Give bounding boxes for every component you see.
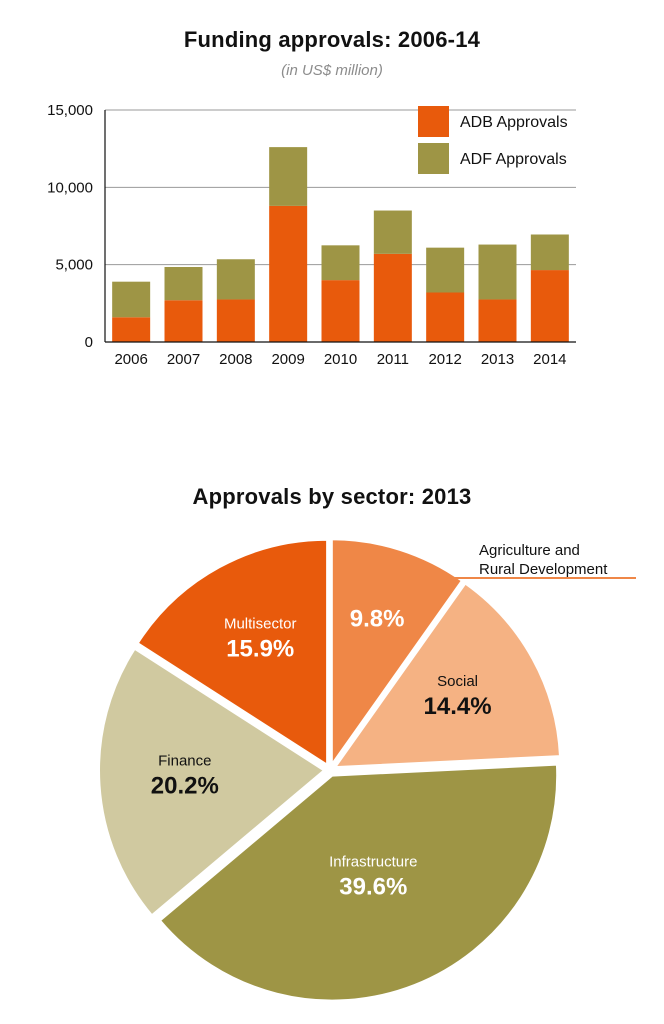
pie-slice-agriculture (330, 538, 464, 768)
bar-adf-approvals (373, 210, 412, 254)
bar-chart: 0 5,000 10,000 15,000 2006 2007 2008 2009 2010 20… (47, 102, 576, 368)
pie-pct-label: 14.4% (424, 693, 492, 720)
bar-adb-approvals (216, 299, 255, 342)
bar-adb-approvals (478, 299, 517, 342)
legend-label: ADF Approvals (460, 151, 567, 168)
pie-slice-label: Infrastructure (329, 853, 417, 870)
pie-pct-label: 15.9% (226, 635, 294, 662)
bar-adf-approvals (321, 245, 360, 281)
x-tick-label: 2011 (377, 351, 409, 368)
x-tick-label: 2014 (533, 351, 566, 368)
x-tick-label: 2010 (324, 351, 357, 368)
bar-adb-approvals (269, 205, 308, 342)
bar-adb-approvals (530, 270, 569, 342)
bar-adb-approvals (373, 253, 412, 342)
y-tick-label: 0 (85, 334, 93, 351)
bar-adf-approvals (530, 234, 569, 271)
pie-slice-label: Finance (158, 752, 211, 769)
legend-swatch (418, 106, 449, 137)
pie-slice-multisector (136, 538, 329, 767)
legend-swatch (418, 143, 449, 174)
bar-adb-approvals (426, 292, 465, 342)
bar-adf-approvals (164, 266, 203, 301)
bar-adb-approvals (112, 317, 151, 342)
x-tick-label: 2007 (167, 351, 200, 368)
bar-adf-approvals (269, 147, 308, 206)
callout-label: Rural Development (479, 561, 608, 578)
bar-chart-subtitle: (in US$ million) (281, 62, 383, 79)
pie-chart-title: Approvals by sector: 2013 (192, 484, 472, 509)
bar-adb-approvals (321, 280, 360, 342)
legend-label: ADB Approvals (460, 114, 568, 131)
x-tick-label: 2013 (481, 351, 514, 368)
pie-slice-finance (98, 647, 326, 917)
pie-pct-label: 20.2% (151, 772, 219, 799)
pie-slice-label: Multisector (224, 615, 297, 632)
bar-adf-approvals (216, 259, 255, 300)
bar-adf-approvals (112, 281, 151, 318)
bar-adb-approvals (164, 300, 203, 342)
pie-slice-label: Social (437, 673, 478, 690)
pie-pct-label: 39.6% (339, 873, 407, 900)
y-tick-label: 15,000 (47, 102, 93, 119)
x-tick-label: 2008 (219, 351, 252, 368)
y-tick-label: 5,000 (55, 257, 93, 274)
bar-adf-approvals (478, 244, 517, 300)
bar-adf-approvals (426, 247, 465, 293)
x-tick-label: 2012 (428, 351, 461, 368)
pie-pct-label: 9.8% (350, 605, 405, 632)
y-tick-label: 10,000 (47, 179, 93, 196)
bar-chart-title: Funding approvals: 2006-14 (183, 27, 481, 52)
callout-label: Agriculture and (479, 542, 580, 559)
legend: ADB Approvals ADF Approvals (418, 106, 568, 174)
x-tick-label: 2006 (114, 351, 147, 368)
x-tick-label: 2009 (271, 351, 304, 368)
pie-slice-infrastructure (158, 763, 559, 1002)
pie-slice-social (333, 582, 562, 769)
